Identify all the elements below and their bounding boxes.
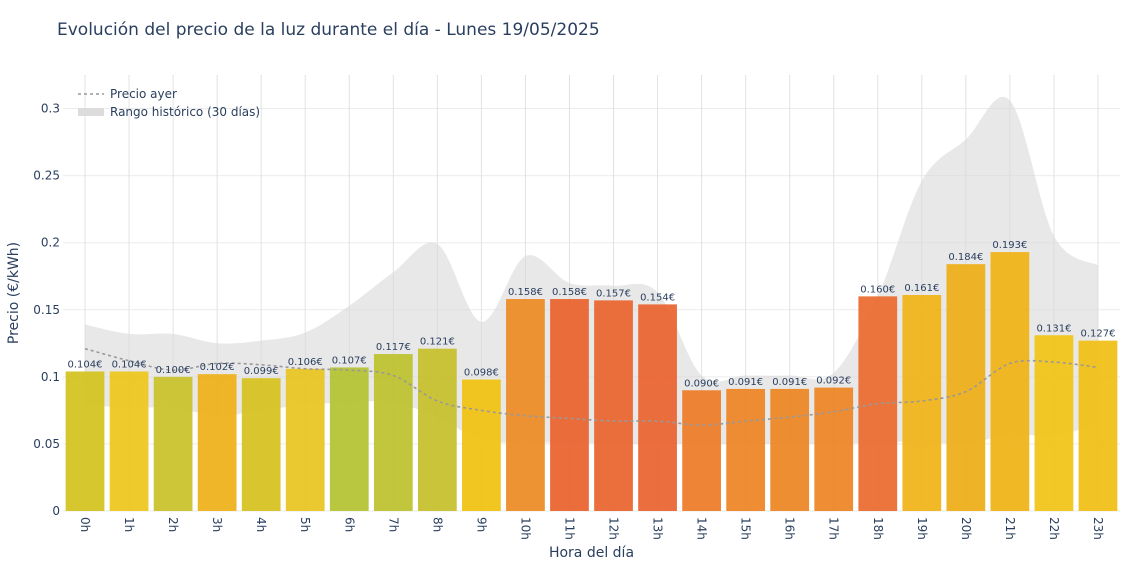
y-tick-label: 0.05 bbox=[33, 437, 60, 451]
bar-layer bbox=[65, 252, 1118, 512]
bar-8h[interactable] bbox=[417, 348, 457, 511]
bar-14h[interactable] bbox=[682, 390, 721, 511]
bar-22h[interactable] bbox=[1034, 335, 1074, 511]
historical-range-band bbox=[85, 96, 1098, 445]
x-tick-label: 22h bbox=[1047, 517, 1061, 540]
bar-19h[interactable] bbox=[902, 295, 942, 511]
x-tick-label: 14h bbox=[695, 517, 709, 540]
bar-value-label: 0.100€ bbox=[156, 365, 191, 376]
x-tick-label: 1h bbox=[122, 517, 136, 532]
bar-value-label: 0.090€ bbox=[684, 378, 719, 389]
y-tick-label: 0.3 bbox=[41, 102, 60, 116]
axis-layer: 0 0.05 0.1 0.15 0.2 0.25 0.3 0h 1h 2h 3h 4h 5h 6h 7h 8h… bbox=[6, 102, 1105, 561]
x-tick-label: 20h bbox=[959, 517, 973, 540]
y-tick-label: 0 bbox=[52, 504, 60, 518]
x-tick-label: 11h bbox=[562, 517, 576, 540]
bar-value-label: 0.117€ bbox=[376, 342, 411, 353]
legend-swatch-range bbox=[78, 108, 104, 116]
y-axis-title: Precio (€/kWh) bbox=[6, 242, 22, 344]
x-tick-label: 13h bbox=[651, 517, 665, 540]
x-tick-label: 5h bbox=[298, 517, 312, 532]
bar-15h[interactable] bbox=[726, 388, 766, 511]
y-tick-label: 0.2 bbox=[41, 236, 60, 250]
x-tick-label: 0h bbox=[78, 517, 92, 532]
bar-value-label: 0.092€ bbox=[816, 376, 851, 387]
bar-13h[interactable] bbox=[638, 304, 677, 511]
bar-value-label: 0.161€ bbox=[904, 283, 939, 294]
yesterday-price-line bbox=[84, 347, 1099, 426]
x-tick-label: 16h bbox=[783, 517, 797, 540]
legend-label-range[interactable]: Rango histórico (30 días) bbox=[110, 105, 260, 119]
bar-value-label: 0.091€ bbox=[728, 377, 763, 388]
bar-value-label: 0.127€ bbox=[1080, 329, 1115, 340]
bar-value-label: 0.104€ bbox=[112, 359, 147, 370]
x-tick-label: 10h bbox=[518, 517, 532, 540]
x-tick-label: 7h bbox=[386, 517, 400, 532]
historical-range-layer bbox=[85, 96, 1098, 445]
bar-16h[interactable] bbox=[770, 388, 810, 511]
x-tick-label: 17h bbox=[827, 517, 841, 540]
bar-11h[interactable] bbox=[550, 299, 589, 511]
bar-7h[interactable] bbox=[373, 354, 413, 511]
y-tick-label: 0.25 bbox=[33, 169, 60, 183]
bar-value-label: 0.184€ bbox=[948, 252, 983, 263]
bar-10h[interactable] bbox=[506, 299, 545, 511]
x-tick-label: 18h bbox=[871, 517, 885, 540]
x-tick-label: 23h bbox=[1091, 517, 1105, 540]
bar-0h[interactable] bbox=[65, 371, 105, 511]
legend: Precio ayer Rango histórico (30 días) bbox=[78, 87, 260, 119]
chart-title: Evolución del precio de la luz durante e… bbox=[57, 20, 600, 40]
bar-value-label: 0.157€ bbox=[596, 288, 631, 299]
bar-value-label: 0.121€ bbox=[420, 337, 455, 348]
x-tick-label: 21h bbox=[1003, 517, 1017, 540]
x-tick-label: 6h bbox=[342, 517, 356, 532]
x-tick-label: 9h bbox=[474, 517, 488, 532]
x-tick-label: 3h bbox=[210, 517, 224, 532]
bar-value-label: 0.106€ bbox=[288, 357, 323, 368]
bar-value-label: 0.193€ bbox=[992, 240, 1027, 251]
bar-value-label: 0.098€ bbox=[464, 368, 499, 379]
y-tick-label: 0.1 bbox=[41, 370, 60, 384]
bar-17h[interactable] bbox=[814, 387, 854, 511]
bar-value-label: 0.099€ bbox=[244, 366, 279, 377]
bar-label-layer: 0.104€ 0.104€ 0.100€ 0.102€ 0.099€ 0.106€ 0.10… bbox=[68, 240, 1116, 389]
bar-9h[interactable] bbox=[462, 379, 501, 511]
bar-20h[interactable] bbox=[946, 264, 986, 511]
bar-value-label: 0.107€ bbox=[332, 355, 367, 366]
bar-value-label: 0.091€ bbox=[772, 377, 807, 388]
bar-3h[interactable] bbox=[197, 374, 237, 511]
bar-value-label: 0.102€ bbox=[200, 362, 235, 373]
bar-value-label: 0.154€ bbox=[640, 292, 675, 303]
bar-value-label: 0.158€ bbox=[508, 287, 543, 298]
x-tick-label: 8h bbox=[430, 517, 444, 532]
bar-21h[interactable] bbox=[990, 252, 1030, 512]
bar-12h[interactable] bbox=[594, 300, 633, 511]
x-axis-title: Hora del día bbox=[549, 545, 634, 561]
bar-value-label: 0.131€ bbox=[1036, 323, 1071, 334]
bar-value-label: 0.160€ bbox=[860, 284, 895, 295]
x-tick-label: 12h bbox=[607, 517, 621, 540]
yesterday-line-layer bbox=[84, 347, 1099, 426]
bar-value-label: 0.104€ bbox=[68, 359, 103, 370]
bar-4h[interactable] bbox=[241, 378, 281, 511]
bar-2h[interactable] bbox=[153, 376, 193, 511]
y-tick-label: 0.15 bbox=[33, 303, 60, 317]
bar-23h[interactable] bbox=[1078, 340, 1118, 511]
x-tick-label: 19h bbox=[915, 517, 929, 540]
bar-value-label: 0.158€ bbox=[552, 287, 587, 298]
legend-label-yesterday[interactable]: Precio ayer bbox=[110, 87, 177, 101]
bar-1h[interactable] bbox=[109, 371, 149, 511]
x-tick-label: 2h bbox=[166, 517, 180, 532]
bar-5h[interactable] bbox=[285, 368, 325, 511]
x-tick-label: 15h bbox=[739, 517, 753, 540]
x-tick-label: 4h bbox=[254, 517, 268, 532]
bar-6h[interactable] bbox=[329, 367, 369, 511]
